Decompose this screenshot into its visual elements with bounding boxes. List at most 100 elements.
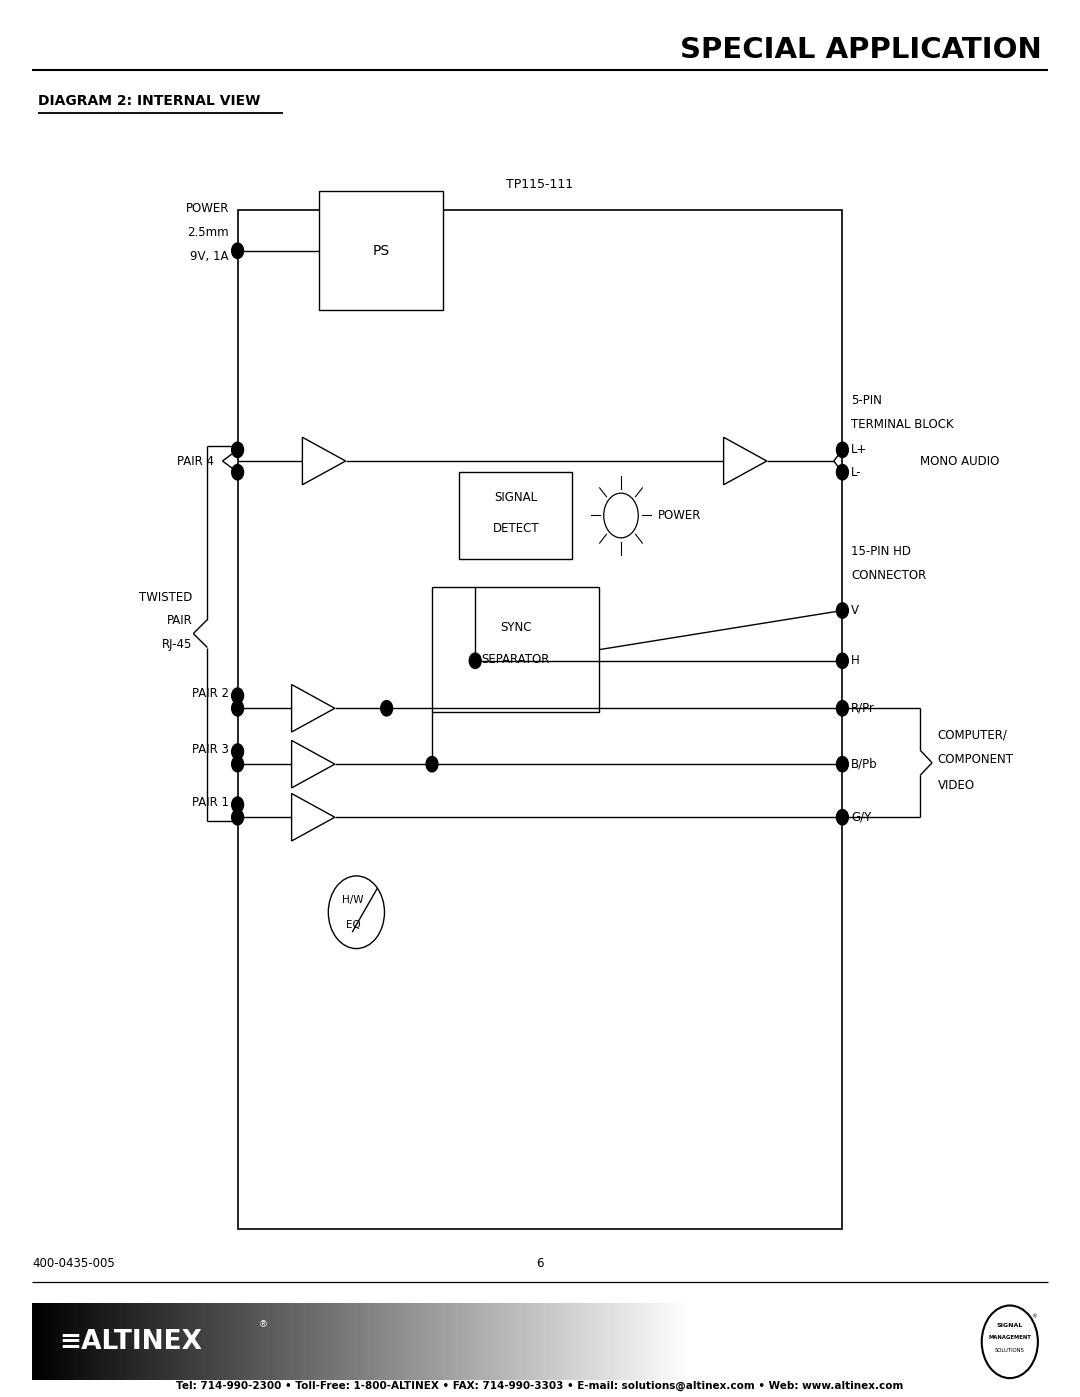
Bar: [161, 1303, 165, 1380]
Bar: [307, 1303, 311, 1380]
Bar: [733, 1303, 738, 1380]
Bar: [435, 1303, 440, 1380]
Bar: [902, 1303, 906, 1380]
Bar: [402, 1303, 406, 1380]
Text: SIGNAL: SIGNAL: [495, 490, 537, 504]
Bar: [689, 1303, 693, 1380]
Circle shape: [231, 796, 244, 813]
Bar: [131, 1303, 135, 1380]
Circle shape: [231, 743, 244, 760]
Text: TWISTED: TWISTED: [139, 591, 192, 604]
Bar: [480, 1303, 484, 1380]
Circle shape: [982, 1305, 1038, 1377]
Circle shape: [836, 757, 849, 771]
Bar: [615, 1303, 619, 1380]
Bar: [665, 1303, 670, 1380]
Bar: [932, 1303, 937, 1380]
Bar: [221, 1303, 227, 1380]
Bar: [229, 1303, 233, 1380]
Bar: [561, 1303, 565, 1380]
Bar: [347, 1303, 352, 1380]
Bar: [391, 1303, 395, 1380]
Bar: [158, 1303, 162, 1380]
Bar: [713, 1303, 717, 1380]
Bar: [185, 1303, 189, 1380]
Bar: [719, 1303, 724, 1380]
Bar: [916, 1303, 920, 1380]
Bar: [107, 1303, 111, 1380]
Bar: [909, 1303, 914, 1380]
Bar: [453, 1303, 457, 1380]
Bar: [432, 587, 599, 712]
Bar: [699, 1303, 703, 1380]
Bar: [889, 1303, 893, 1380]
Bar: [865, 1303, 869, 1380]
Bar: [381, 1303, 386, 1380]
Bar: [1027, 1303, 1031, 1380]
Bar: [777, 1303, 781, 1380]
Bar: [818, 1303, 822, 1380]
Bar: [367, 1303, 372, 1380]
Bar: [970, 1303, 974, 1380]
Bar: [990, 1303, 995, 1380]
Bar: [110, 1303, 114, 1380]
Bar: [124, 1303, 129, 1380]
Circle shape: [231, 243, 244, 258]
Text: G/Y: G/Y: [851, 810, 872, 824]
Bar: [418, 1303, 422, 1380]
Bar: [1030, 1303, 1035, 1380]
Bar: [523, 1303, 527, 1380]
Text: TERMINAL BLOCK: TERMINAL BLOCK: [851, 418, 954, 432]
Text: 6: 6: [537, 1257, 543, 1270]
Bar: [178, 1303, 183, 1380]
Bar: [886, 1303, 890, 1380]
Bar: [696, 1303, 700, 1380]
Bar: [238, 210, 842, 1229]
Text: PAIR 3: PAIR 3: [192, 743, 229, 756]
Text: 9V, 1A: 9V, 1A: [190, 250, 229, 263]
Bar: [459, 472, 572, 559]
Bar: [330, 1303, 335, 1380]
Bar: [740, 1303, 744, 1380]
Bar: [757, 1303, 761, 1380]
Bar: [469, 1303, 473, 1380]
Bar: [144, 1303, 149, 1380]
Bar: [327, 1303, 332, 1380]
Bar: [543, 1303, 548, 1380]
Bar: [361, 1303, 365, 1380]
Bar: [191, 1303, 195, 1380]
Circle shape: [836, 464, 849, 479]
Bar: [175, 1303, 179, 1380]
Bar: [384, 1303, 389, 1380]
Bar: [127, 1303, 132, 1380]
Bar: [743, 1303, 747, 1380]
Bar: [913, 1303, 917, 1380]
Bar: [794, 1303, 798, 1380]
Circle shape: [231, 810, 244, 824]
Text: TP115-111: TP115-111: [507, 179, 573, 191]
Bar: [611, 1303, 616, 1380]
Bar: [987, 1303, 991, 1380]
Polygon shape: [292, 740, 335, 788]
Bar: [1021, 1303, 1025, 1380]
Circle shape: [231, 441, 244, 458]
Bar: [438, 1303, 443, 1380]
Circle shape: [380, 701, 393, 715]
Bar: [936, 1303, 941, 1380]
Bar: [672, 1303, 676, 1380]
Bar: [232, 1303, 237, 1380]
Bar: [499, 1303, 504, 1380]
Bar: [845, 1303, 849, 1380]
Text: SYNC: SYNC: [500, 620, 531, 634]
Bar: [286, 1303, 291, 1380]
Bar: [513, 1303, 517, 1380]
Bar: [1044, 1303, 1049, 1380]
Bar: [445, 1303, 449, 1380]
Bar: [827, 1303, 832, 1380]
Bar: [895, 1303, 900, 1380]
Text: EQ: EQ: [346, 919, 361, 930]
Bar: [594, 1303, 598, 1380]
Bar: [770, 1303, 774, 1380]
Text: PAIR: PAIR: [166, 615, 192, 627]
Bar: [337, 1303, 341, 1380]
